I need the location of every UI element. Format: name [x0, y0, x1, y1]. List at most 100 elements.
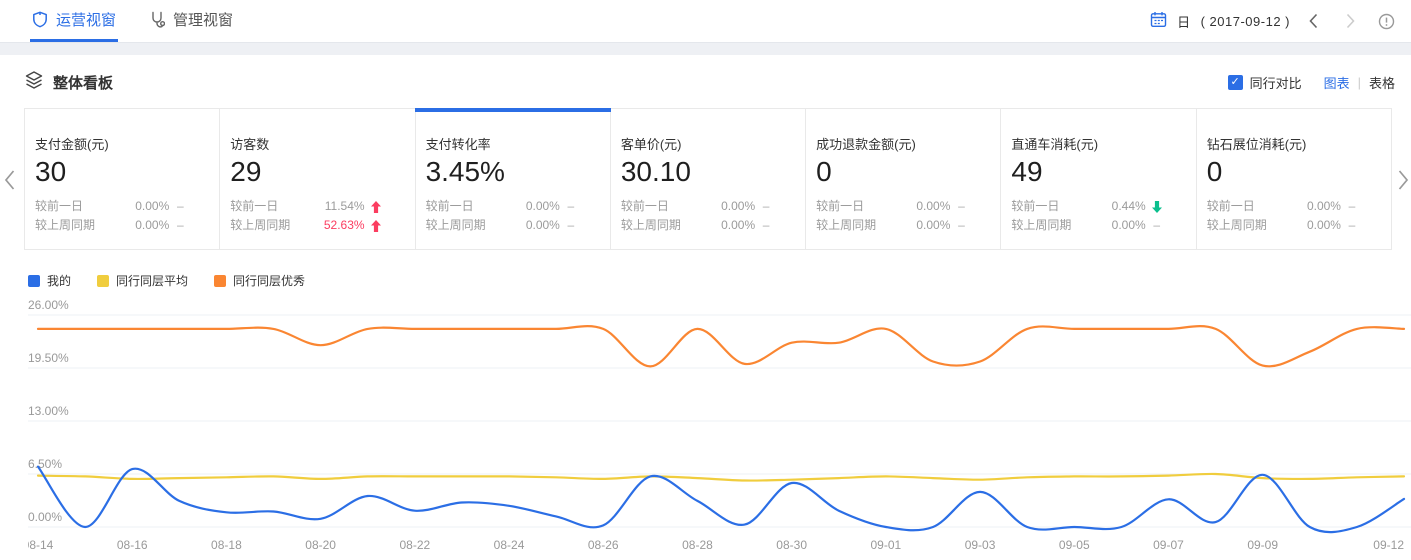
metric-value: 30.10 [620, 156, 691, 187]
metric-trend-row: 较前一日 0.00% – [35, 197, 219, 216]
trend-label: 较上周同期 [425, 218, 486, 232]
trend-down-icon [1150, 200, 1164, 213]
trend-label: 较上周同期 [1011, 218, 1072, 232]
trend-value: 0.00% [721, 218, 756, 232]
view-chart-link[interactable]: 图表 [1323, 76, 1350, 91]
svg-text:09-09: 09-09 [1247, 538, 1278, 552]
info-icon[interactable] [1378, 13, 1395, 30]
legend-swatch [97, 274, 110, 287]
trend-value: 0.00% [1306, 218, 1341, 232]
svg-text:09-05: 09-05 [1059, 538, 1090, 552]
trend-value: 0.00% [721, 199, 756, 213]
metric-value: 3.45% [425, 156, 505, 187]
trend-chart[interactable]: 26.00% 19.50% 13.00% 6.50% 0.00% 08-14 08-16 08… [0, 289, 1411, 560]
svg-text:08-26: 08-26 [588, 538, 619, 552]
trend-flat-icon: – [1153, 218, 1161, 232]
trend-value: 0.00% [135, 218, 170, 232]
metric-cards-row: 支付金额(元) 30 较前一日 0.00% – 较上周同期 0.00% – 访客数 29 … [24, 108, 1392, 250]
trend-value: 0.00% [916, 218, 951, 232]
cards-prev-button[interactable] [3, 168, 16, 192]
line-chart-svg: 26.00% 19.50% 13.00% 6.50% 0.00% 08-14 08-16 08… [23, 298, 1411, 552]
shield-icon [32, 11, 48, 28]
svg-text:08-28: 08-28 [682, 538, 713, 552]
metric-trend-row: 较上周同期 0.00% – [35, 216, 219, 235]
trend-up-icon [369, 200, 383, 213]
trend-label: 较上周同期 [230, 218, 291, 232]
date-granularity[interactable]: 日 [1177, 14, 1191, 30]
tab-operations-view[interactable]: 运营视窗 [30, 0, 119, 42]
trend-value: 11.54% [324, 199, 365, 213]
trend-flat-icon: – [567, 199, 575, 213]
metric-trend-row: 较前一日 0.00% – [426, 197, 610, 216]
trend-label: 较前一日 [1206, 199, 1255, 213]
trend-label: 较前一日 [1011, 199, 1060, 213]
metric-card[interactable]: 支付转化率 3.45% 较前一日 0.00% – 较上周同期 0.00% – [414, 108, 612, 250]
calendar-icon[interactable] [1150, 11, 1167, 31]
cards-next-button[interactable] [1397, 168, 1410, 192]
trend-flat-icon: – [958, 199, 965, 213]
dashboard-panel: 整体看板 ✓ 同行对比 图表 | 表格 支付金额(元) 30 较前一日 0.00%… [0, 55, 1411, 560]
metric-card[interactable]: 直通车消耗(元) 49 较前一日 0.44% 较上周同期 0.00% – [1001, 108, 1197, 250]
trend-label: 较前一日 [35, 199, 84, 213]
trend-value: 0.00% [916, 199, 951, 213]
legend-item[interactable]: 我的 [28, 272, 71, 289]
svg-text:08-16: 08-16 [117, 538, 148, 552]
metric-card[interactable]: 访客数 29 较前一日 11.54% 较上周同期 52.63% [220, 108, 416, 250]
layers-icon [24, 70, 44, 95]
prev-date-button[interactable] [1300, 12, 1327, 30]
tab-label: 管理视窗 [173, 12, 234, 29]
metric-card[interactable]: 成功退款金额(元) 0 较前一日 0.00% – 较上周同期 0.00% – [806, 108, 1002, 250]
trend-label: 较上周同期 [1206, 218, 1267, 232]
peer-compare-checkbox[interactable]: ✓ [1227, 75, 1243, 90]
legend-item[interactable]: 同行同层优秀 [214, 272, 305, 289]
legend-label: 我的 [47, 274, 72, 288]
svg-text:09-07: 09-07 [1153, 538, 1184, 552]
metric-trend-row: 较上周同期 0.00% – [426, 216, 610, 235]
trend-flat-icon: – [762, 218, 770, 232]
metric-value: 30 [35, 156, 67, 187]
metric-trend-row: 较上周同期 0.00% – [816, 216, 1000, 235]
metric-value: 0 [1206, 156, 1223, 187]
trend-label: 较前一日 [816, 199, 865, 213]
metric-card[interactable]: 钻石展位消耗(元) 0 较前一日 0.00% – 较上周同期 0.00% – [1196, 108, 1392, 250]
view-table-link[interactable]: 表格 [1368, 76, 1395, 91]
trend-flat-icon: – [1348, 199, 1356, 213]
legend-label: 同行同层平均 [116, 274, 189, 288]
svg-text:08-30: 08-30 [776, 538, 807, 552]
metric-trend-row: 较上周同期 0.00% – [621, 216, 805, 235]
chart-legend: 我的 同行同层平均 同行同层优秀 [0, 250, 1411, 289]
trend-label: 较上周同期 [816, 218, 877, 232]
board-title: 整体看板 [53, 75, 114, 92]
tab-management-view[interactable]: 管理视窗 [148, 0, 235, 42]
metric-title: 支付转化率 [425, 137, 491, 152]
svg-text:19.50%: 19.50% [28, 351, 69, 365]
svg-text:08-22: 08-22 [399, 538, 430, 552]
next-date-button[interactable] [1337, 12, 1364, 30]
metric-card[interactable]: 支付金额(元) 30 较前一日 0.00% – 较上周同期 0.00% – [24, 108, 221, 250]
metric-trend-row: 较前一日 0.00% – [816, 197, 1000, 216]
legend-item[interactable]: 同行同层平均 [97, 272, 188, 289]
nav-right: 日 ( 2017-09-12 ) [1150, 0, 1395, 42]
trend-label: 较前一日 [425, 199, 474, 213]
trend-value: 0.00% [525, 199, 560, 213]
trend-flat-icon: – [1348, 218, 1356, 232]
metric-card[interactable]: 客单价(元) 30.10 较前一日 0.00% – 较上周同期 0.00% – [610, 108, 807, 250]
metric-trend-row: 较前一日 0.44% [1011, 197, 1195, 216]
trend-flat-icon: – [176, 218, 184, 232]
metric-trend-row: 较上周同期 0.00% – [1011, 216, 1195, 235]
svg-text:08-14: 08-14 [28, 538, 54, 552]
metric-title: 访客数 [230, 137, 270, 152]
metric-title: 直通车消耗(元) [1011, 137, 1099, 152]
svg-text:09-12: 09-12 [1373, 538, 1404, 552]
svg-text:08-24: 08-24 [494, 538, 525, 552]
trend-value: 0.00% [525, 218, 560, 232]
date-range: ( 2017-09-12 ) [1200, 13, 1290, 29]
trend-label: 较上周同期 [620, 218, 681, 232]
svg-text:09-01: 09-01 [871, 538, 902, 552]
svg-text:0.00%: 0.00% [28, 510, 62, 524]
trend-value: 52.63% [323, 218, 365, 232]
metric-title: 成功退款金额(元) [816, 137, 916, 152]
trend-flat-icon: – [762, 199, 770, 213]
peer-compare-label[interactable]: 同行对比 [1249, 76, 1302, 91]
view-toggle-divider: | [1357, 75, 1361, 90]
